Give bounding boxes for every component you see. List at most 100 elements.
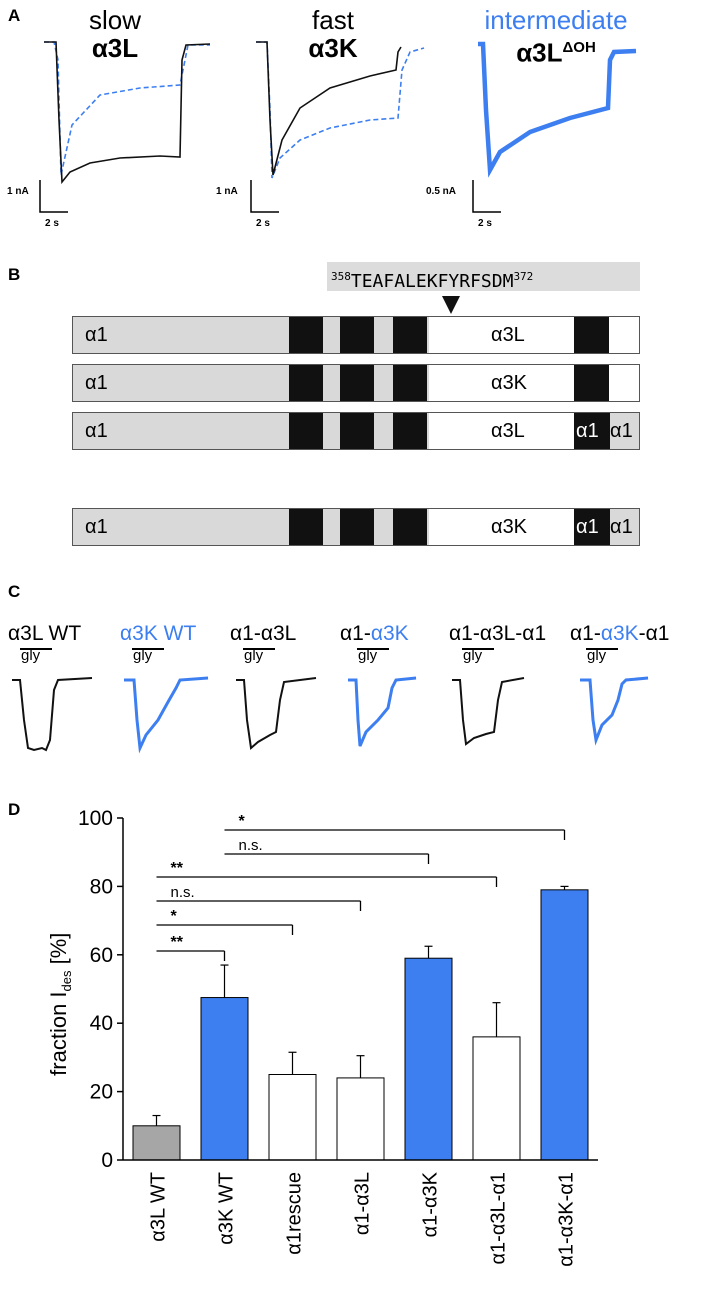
panel-c-traces (12, 676, 649, 754)
scale-time-2: 2 s (256, 218, 270, 229)
tm-segment-2 (340, 509, 374, 545)
segment-label-tail2: α1 (610, 420, 633, 442)
tm-segment-2 (340, 413, 374, 449)
tm-segment-3 (393, 365, 427, 401)
scale-time-1: 2 s (45, 218, 59, 229)
scale-time-3: 2 s (478, 218, 492, 229)
bar-7 (540, 889, 589, 1161)
sequence-end: 372 (513, 270, 534, 283)
scale-bar-3 (472, 180, 501, 213)
gly-label: gly (244, 647, 264, 664)
alpha1-tail-segment (610, 413, 639, 449)
trace-label-a1-a3k-a1: α1-α3K-α1 (570, 622, 669, 646)
tm-segment-1 (289, 317, 323, 353)
significance-label: ** (171, 934, 184, 951)
gly-label: gly (587, 647, 607, 664)
y-tick-label: 100 (78, 807, 113, 830)
tm-segment-4 (574, 317, 609, 353)
bar-5 (404, 957, 453, 1161)
trace-title-intermediate: intermediate α3LΔOH (466, 6, 646, 67)
tm-segment-4 (574, 509, 610, 545)
x-tick-label: α1-α3K-α1 (556, 1172, 578, 1267)
segment-label-right: α3L (491, 324, 525, 346)
cut-site-arrow (442, 296, 460, 314)
panel-a-traces (39, 41, 637, 213)
x-tick-label: α1rescue (284, 1172, 306, 1255)
y-tick-label: 0 (101, 1149, 113, 1172)
trace-title-sup: ΔOH (562, 39, 596, 56)
sequence-residues: TEAFALEKFYRFSDM (350, 271, 514, 292)
trace-label-mid: α3K (370, 622, 409, 645)
bar-chart: 0 20 40 60 80 100 α3L WT α3K WT α1rescue α1-α3L α1… (78, 807, 598, 1267)
gly-label: gly (21, 647, 41, 664)
x-tick-label: α1-α3L-α1 (488, 1172, 510, 1265)
trace-c-a1-a3k-a1-blue (580, 676, 649, 746)
trace-label-a1-a3l: α1-α3L (230, 622, 296, 646)
y-tick-label: 60 (90, 944, 113, 967)
gly-bar (462, 648, 494, 650)
gly-bar (20, 648, 52, 650)
significance-label: n.s. (239, 837, 263, 854)
trace-label-mid: α3K (600, 622, 639, 645)
trace-slow-black (44, 41, 211, 185)
tm-segment-4 (574, 365, 609, 401)
trace-intermediate-blue (478, 41, 637, 178)
trace-label-pre: α1-α3L-α1 (449, 622, 547, 645)
scale-bar-2 (250, 180, 279, 213)
bar-2 (200, 997, 249, 1161)
trace-title-top: intermediate (484, 5, 628, 35)
x-tick-label: α3L WT (148, 1172, 170, 1242)
trace-title-bottom: α3L (516, 37, 563, 68)
significance-label: ** (171, 860, 184, 877)
panel-d-label: D (8, 800, 21, 819)
segment-label-left: α1 (85, 516, 108, 538)
y-tick-label: 40 (90, 1012, 113, 1035)
alpha1-segment (73, 317, 429, 353)
segment-label-right: α3K (491, 372, 528, 394)
significance-label: * (239, 813, 246, 830)
trace-label-a3k-wt: α3K WT (120, 622, 196, 646)
segment-label-right: α3K (491, 516, 528, 538)
scale-current-3: 0.5 nA (426, 186, 457, 197)
trace-label-pre: α3L WT (8, 622, 82, 645)
trace-title-top: fast (312, 5, 354, 35)
trace-c-a3k-wt-blue (124, 676, 209, 754)
alpha1-segment (73, 509, 429, 545)
bar-3 (268, 1074, 317, 1161)
scale-current-1: 1 nA (7, 186, 29, 197)
tm-segment-1 (289, 413, 323, 449)
trace-label-pre: α1-α3L (230, 622, 297, 645)
alpha1-segment (73, 365, 429, 401)
bar-6 (472, 1036, 521, 1161)
x-tick-label: α1-α3K (420, 1171, 442, 1237)
sequence-start: 358 (331, 270, 351, 283)
x-tick-label: α1-α3L (352, 1172, 374, 1235)
gly-label: gly (133, 647, 153, 664)
bar-4 (336, 1077, 385, 1161)
tm-segment-3 (393, 317, 427, 353)
segment-label-right: α3L (491, 420, 525, 442)
segment-label-left: α1 (85, 324, 108, 346)
segment-label-tail1: α1 (576, 516, 599, 538)
alpha1-segment (73, 413, 429, 449)
tm-segment-2 (340, 365, 374, 401)
alpha1-tail-segment (610, 509, 639, 545)
trace-label-post: -α1 (638, 622, 670, 645)
tm-segment-1 (289, 509, 323, 545)
tm-segment-3 (393, 413, 427, 449)
trace-label-pre: α1- (570, 622, 601, 645)
gly-bar (132, 648, 164, 650)
y-tick-label: 80 (90, 875, 113, 898)
construct-row-2: α1 α3K (72, 364, 640, 402)
trace-title-bottom: α3K (308, 33, 358, 63)
bar-1 (132, 1125, 181, 1161)
trace-label-a3l-wt: α3L WT (8, 622, 81, 646)
gly-bar (243, 648, 275, 650)
trace-slow-blue (44, 41, 210, 176)
gly-label: gly (358, 647, 378, 664)
significance-label: * (171, 908, 178, 925)
segment-label-left: α1 (85, 372, 108, 394)
gly-bar (586, 648, 618, 650)
trace-title-slow: slow α3L (60, 6, 170, 62)
tm-segment-2 (340, 317, 374, 353)
